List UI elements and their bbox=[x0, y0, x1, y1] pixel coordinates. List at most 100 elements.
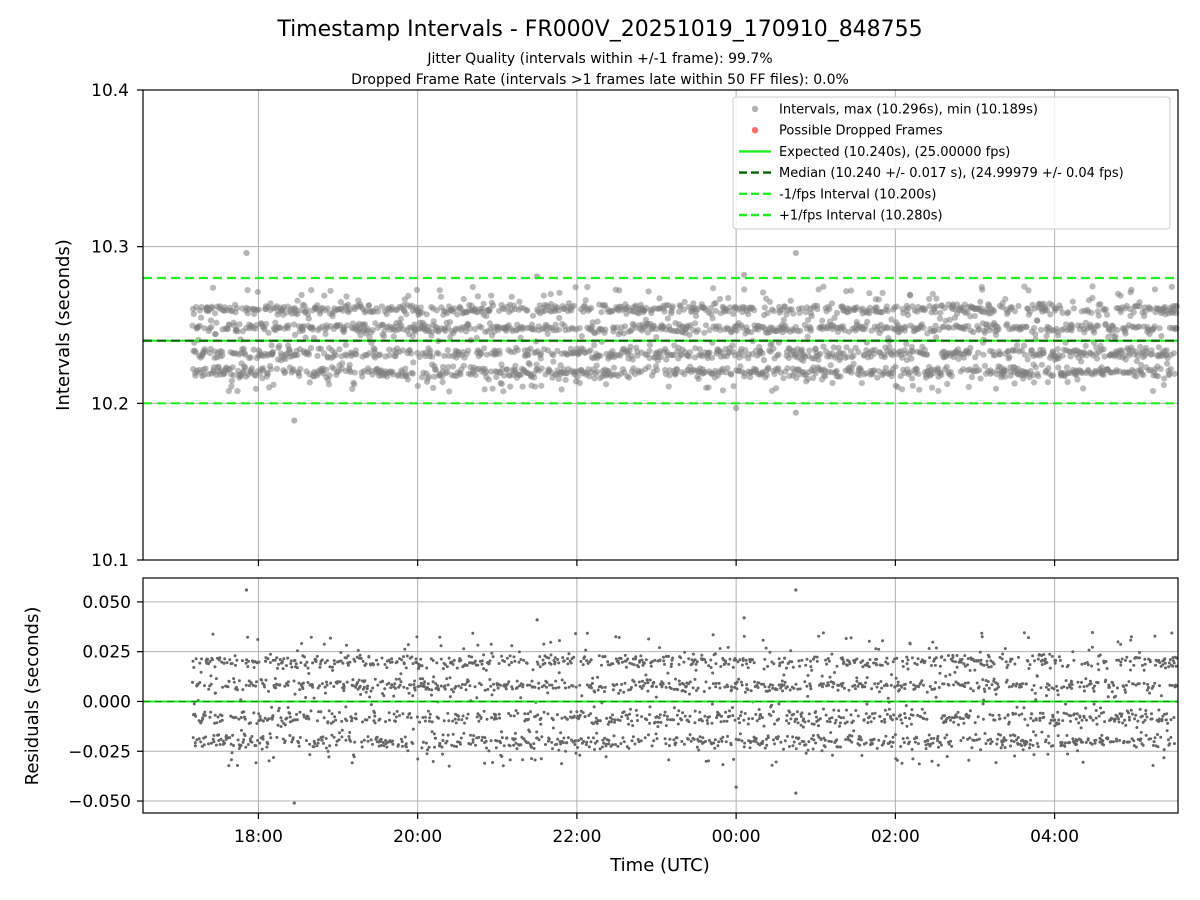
residual-point bbox=[810, 668, 814, 672]
interval-point bbox=[928, 384, 936, 391]
residual-point bbox=[560, 716, 564, 720]
interval-point bbox=[403, 370, 410, 378]
residual-point bbox=[777, 657, 781, 661]
residual-point bbox=[709, 666, 713, 669]
residual-point bbox=[831, 685, 835, 689]
residual-point bbox=[214, 677, 218, 681]
residual-point bbox=[324, 737, 328, 740]
residual-point bbox=[314, 660, 318, 664]
residual-point bbox=[560, 678, 564, 682]
residual-point bbox=[835, 664, 839, 668]
residual-point bbox=[654, 695, 658, 699]
residual-point bbox=[981, 717, 985, 721]
residual-point bbox=[533, 685, 537, 689]
residual-point bbox=[264, 659, 268, 663]
interval-point bbox=[810, 374, 817, 382]
residual-point bbox=[250, 735, 254, 738]
residual-point bbox=[1022, 631, 1026, 635]
residual-point bbox=[967, 714, 971, 718]
interval-point bbox=[498, 361, 505, 368]
residual-point bbox=[924, 747, 928, 751]
interval-point bbox=[764, 310, 771, 317]
interval-point bbox=[686, 349, 694, 356]
residual-point bbox=[849, 713, 853, 717]
residual-point bbox=[812, 722, 816, 726]
residual-point bbox=[959, 717, 963, 720]
residual-point bbox=[564, 749, 568, 753]
residual-point bbox=[385, 666, 389, 670]
residual-point bbox=[728, 714, 732, 718]
residual-point bbox=[665, 714, 669, 718]
residual-point bbox=[516, 711, 520, 715]
interval-point bbox=[427, 347, 434, 354]
residual-point bbox=[794, 682, 798, 686]
residual-point bbox=[682, 742, 686, 746]
residual-point bbox=[875, 685, 879, 689]
interval-point bbox=[474, 293, 481, 300]
residual-point bbox=[1010, 739, 1013, 743]
interval-point bbox=[481, 386, 488, 393]
residual-point bbox=[342, 684, 346, 688]
residual-point bbox=[1036, 745, 1040, 749]
interval-point bbox=[855, 349, 862, 356]
residual-point bbox=[702, 690, 706, 693]
residual-point bbox=[484, 739, 488, 743]
residual-point bbox=[559, 742, 563, 746]
residual-point bbox=[324, 746, 328, 750]
residual-point bbox=[757, 681, 761, 685]
interval-point bbox=[376, 351, 383, 358]
residual-point bbox=[566, 657, 570, 661]
residual-point bbox=[1013, 734, 1017, 738]
interval-point bbox=[1128, 286, 1135, 293]
residual-point bbox=[891, 740, 895, 744]
interval-point bbox=[932, 322, 939, 329]
residual-point bbox=[822, 682, 825, 686]
residual-point bbox=[356, 648, 360, 652]
residual-point bbox=[611, 688, 615, 692]
residual-point bbox=[592, 705, 596, 709]
residual-point bbox=[234, 716, 238, 719]
residual-point bbox=[432, 732, 436, 736]
residual-point bbox=[849, 636, 853, 640]
interval-point bbox=[1163, 347, 1170, 354]
residual-point bbox=[526, 712, 530, 716]
interval-point bbox=[691, 320, 699, 327]
residual-point bbox=[651, 684, 654, 688]
residual-point bbox=[994, 692, 998, 696]
interval-point bbox=[874, 374, 881, 381]
residual-point bbox=[612, 684, 616, 688]
residual-point bbox=[1039, 686, 1043, 690]
interval-point bbox=[537, 355, 544, 362]
residual-point bbox=[1057, 718, 1061, 722]
residual-point bbox=[991, 713, 995, 717]
residual-point bbox=[930, 664, 933, 667]
interval-outlier-point bbox=[291, 417, 298, 424]
residual-point bbox=[913, 740, 917, 744]
interval-point bbox=[230, 372, 237, 379]
residual-point bbox=[1011, 682, 1015, 686]
residual-point bbox=[797, 659, 801, 663]
residual-point bbox=[390, 660, 394, 664]
residual-point bbox=[439, 684, 443, 688]
interval-point bbox=[526, 361, 533, 368]
residual-point bbox=[501, 764, 505, 768]
residual-point bbox=[917, 685, 921, 689]
residual-point bbox=[962, 721, 966, 725]
residual-point bbox=[658, 658, 662, 662]
residual-point bbox=[519, 743, 523, 747]
residual-point bbox=[661, 682, 665, 686]
residual-point bbox=[947, 654, 950, 657]
residual-point bbox=[307, 717, 311, 721]
residual-point bbox=[257, 712, 261, 716]
residual-point bbox=[773, 722, 776, 726]
residual-point bbox=[643, 681, 647, 685]
interval-point bbox=[946, 316, 954, 323]
residual-point bbox=[705, 719, 709, 722]
residual-point bbox=[992, 662, 996, 666]
residual-point bbox=[710, 721, 714, 725]
interval-point bbox=[696, 346, 703, 353]
residual-point bbox=[710, 702, 714, 706]
interval-point bbox=[826, 306, 833, 313]
residual-point bbox=[497, 712, 501, 716]
residual-point bbox=[492, 688, 496, 692]
